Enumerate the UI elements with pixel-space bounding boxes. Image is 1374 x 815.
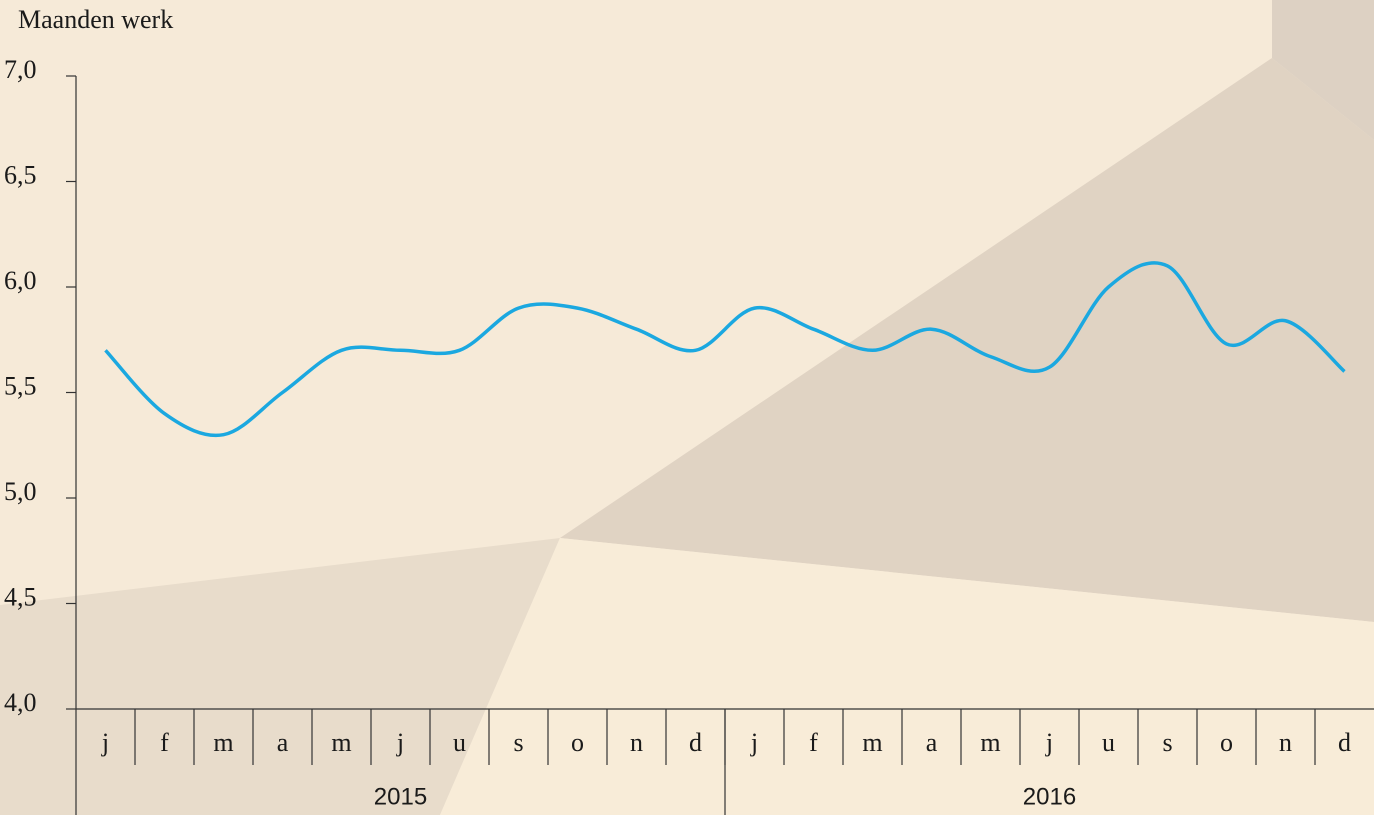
x-tick-label: s <box>513 728 523 757</box>
series-line <box>104 261 1346 438</box>
x-tick-label: o <box>1220 728 1233 757</box>
x-tick-label: s <box>1162 728 1172 757</box>
x-tick-label: o <box>571 728 584 757</box>
x-tick-label: a <box>277 728 289 757</box>
y-tick-label: 4,0 <box>4 688 37 717</box>
y-tick-label: 4,5 <box>4 582 37 611</box>
y-tick-label: 6,5 <box>4 160 37 189</box>
x-tick-label: a <box>926 728 938 757</box>
x-tick-label: m <box>980 728 1000 757</box>
x-tick-label: j <box>101 728 109 757</box>
chart-title: Maanden werk <box>18 5 173 34</box>
x-tick-label: d <box>689 728 702 757</box>
y-tick-label: 6,0 <box>4 266 37 295</box>
x-tick-label: u <box>1102 728 1115 757</box>
x-tick-label: n <box>1279 728 1292 757</box>
year-label: 2015 <box>374 783 427 810</box>
x-tick-label: u <box>453 728 466 757</box>
bg-shape <box>560 58 1374 622</box>
bg-shape <box>0 538 560 815</box>
bg-shape <box>1272 0 1374 140</box>
x-tick-label: j <box>396 728 404 757</box>
x-tick-label: f <box>809 728 818 757</box>
x-tick-label: m <box>213 728 233 757</box>
x-tick-label: n <box>630 728 643 757</box>
bg-shape <box>440 538 1374 815</box>
y-tick-label: 5,0 <box>4 477 37 506</box>
x-tick-label: j <box>1045 728 1053 757</box>
x-tick-label: f <box>160 728 169 757</box>
x-tick-label: d <box>1338 728 1351 757</box>
year-label: 2016 <box>1023 783 1076 810</box>
y-tick-label: 7,0 <box>4 55 37 84</box>
plot: 4,0 4,5 5,0 5,5 6,0 6,5 7,0 j f m a m j u s o n d j f m a m j u s… <box>4 55 1374 815</box>
x-tick-label: m <box>862 728 882 757</box>
x-tick-label: m <box>331 728 351 757</box>
x-tick-label: j <box>750 728 758 757</box>
y-tick-label: 5,5 <box>4 371 37 400</box>
